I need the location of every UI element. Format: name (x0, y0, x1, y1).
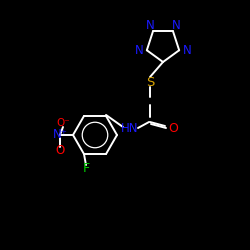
Text: O⁻: O⁻ (56, 118, 70, 128)
Text: N: N (183, 44, 192, 57)
Text: O: O (56, 144, 64, 158)
Text: N: N (172, 19, 180, 32)
Text: O: O (168, 122, 178, 136)
Text: HN: HN (121, 122, 139, 134)
Text: N: N (134, 44, 143, 57)
Text: N: N (146, 19, 154, 32)
Text: S: S (146, 76, 154, 88)
Text: N⁺: N⁺ (52, 128, 68, 141)
Text: F: F (82, 162, 89, 174)
